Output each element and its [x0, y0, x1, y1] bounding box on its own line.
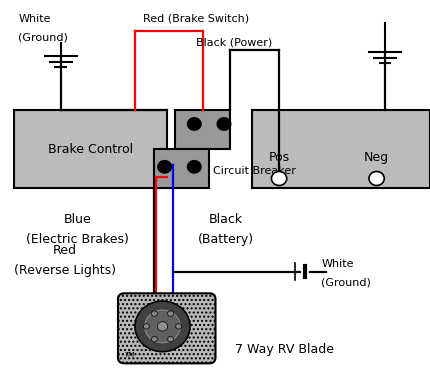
Bar: [251, 111, 429, 188]
Text: Red: Red: [53, 244, 77, 257]
Circle shape: [175, 324, 181, 329]
Text: Blue: Blue: [64, 213, 91, 226]
Circle shape: [157, 161, 171, 173]
Text: Brake Control: Brake Control: [48, 143, 133, 156]
Text: (Battery): (Battery): [197, 233, 254, 246]
Text: White: White: [18, 14, 51, 24]
Text: 7 Way RV Blade: 7 Way RV Blade: [234, 343, 333, 356]
Text: Black: Black: [209, 213, 243, 226]
Text: (Ground): (Ground): [18, 33, 68, 43]
Text: (Ground): (Ground): [321, 278, 371, 288]
Circle shape: [187, 161, 201, 173]
Circle shape: [144, 310, 180, 343]
Circle shape: [135, 301, 190, 352]
Circle shape: [151, 336, 157, 342]
Bar: [14, 111, 166, 188]
Circle shape: [271, 171, 286, 185]
Text: Pos: Pos: [268, 151, 289, 163]
Text: (Reverse Lights): (Reverse Lights): [14, 264, 116, 277]
Circle shape: [167, 311, 173, 316]
Bar: [175, 111, 230, 149]
Text: Black (Power): Black (Power): [196, 37, 272, 47]
Text: Neg: Neg: [363, 151, 388, 163]
Circle shape: [187, 118, 201, 130]
Text: Red (Brake Switch): Red (Brake Switch): [143, 14, 249, 24]
FancyBboxPatch shape: [118, 293, 215, 363]
Circle shape: [368, 171, 384, 185]
Circle shape: [143, 324, 149, 329]
Circle shape: [157, 322, 167, 331]
Text: TM: TM: [124, 352, 134, 358]
Circle shape: [151, 311, 157, 316]
Circle shape: [217, 118, 230, 130]
Text: (Electric Brakes): (Electric Brakes): [26, 233, 129, 246]
Bar: [154, 149, 209, 188]
Text: Circuit Breaker: Circuit Breaker: [213, 166, 295, 176]
Text: White: White: [321, 259, 353, 269]
Circle shape: [167, 336, 173, 342]
